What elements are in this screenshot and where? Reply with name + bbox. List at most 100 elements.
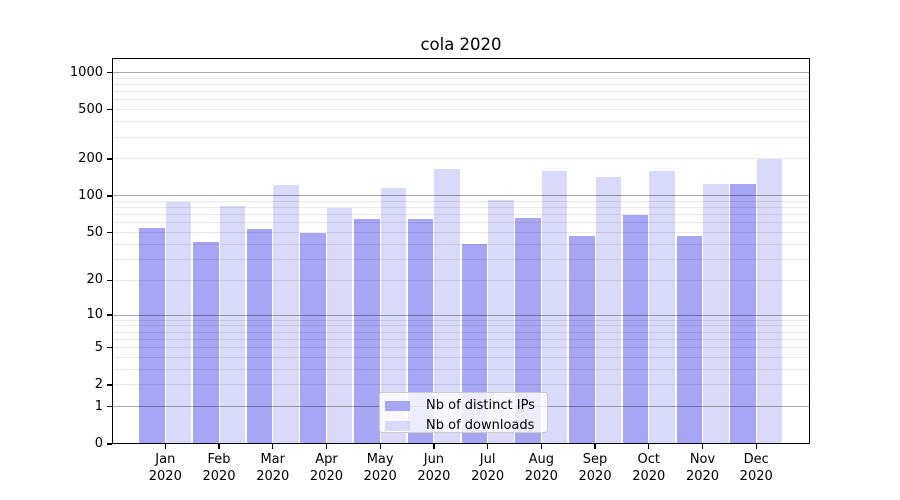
bar-nb-of-distinct-ips-nov-2020 [676,235,702,444]
bar-nb-of-downloads-dec-2020 [756,158,783,444]
gridline-minor [112,109,810,111]
gridline-minor [112,331,810,333]
gridline-minor [112,243,810,245]
gridline-major [112,195,810,197]
y-tick-mark [107,232,112,234]
x-axis-tick-label: Sep 2020 [578,452,612,484]
y-tick-mark [107,314,112,316]
x-tick-mark [755,444,757,449]
gridline-major [112,72,810,74]
y-tick-mark [107,443,112,445]
gridline-minor [112,258,810,260]
x-axis-tick-label: Aug 2020 [524,452,558,484]
x-tick-mark [648,444,650,449]
x-axis-tick-label: Jan 2020 [148,452,182,484]
chart-title: cola 2020 [420,35,502,54]
gridline-minor [112,84,810,86]
y-axis-tick-label: 500 [78,101,103,117]
y-axis-tick-label: 200 [78,150,103,166]
bar-nb-of-downloads-mar-2020 [273,184,299,444]
bar-nb-of-distinct-ips-feb-2020 [193,241,219,444]
y-tick-mark [107,195,112,197]
x-tick-mark [325,444,328,449]
gridline-minor [112,91,810,93]
bar-nb-of-downloads-oct-2020 [649,171,675,444]
bar-nb-of-distinct-ips-mar-2020 [246,228,273,444]
bar-nb-of-downloads-apr-2020 [326,208,353,444]
gridline-major [112,314,810,316]
gridline-minor [112,136,810,138]
bar-nb-of-downloads-sep-2020 [595,177,622,444]
gridline-minor [112,214,810,216]
y-tick-mark [107,109,112,111]
gridline-minor [112,325,810,327]
bar-nb-of-downloads-jan-2020 [165,202,192,444]
y-tick-mark [107,406,112,408]
x-tick-mark [218,444,220,449]
legend-item-distinct-ips: Nb of distinct IPs [385,398,547,413]
x-axis-tick-label: Jun 2020 [417,452,451,484]
x-tick-mark [701,444,704,449]
gridline-minor [112,356,810,358]
x-axis-tick-label: May 2020 [363,452,397,484]
legend-swatch-downloads [385,420,410,431]
gridline-minor [112,384,810,386]
y-axis-tick-label: 10 [86,307,103,323]
gridline-minor [112,207,810,209]
gridline-minor [112,232,810,234]
x-axis-tick-label: Mar 2020 [256,452,290,484]
legend-swatch-distinct-ips [385,400,410,411]
bar-nb-of-downloads-nov-2020 [703,183,729,444]
gridline-minor [112,279,810,281]
gridline-minor [112,368,810,370]
gridline-minor [112,319,810,321]
gridline-minor [112,200,810,202]
x-tick-mark [433,444,435,449]
x-tick-mark [594,444,596,449]
x-tick-mark [272,444,274,449]
y-axis-tick-label: 20 [86,272,103,288]
y-axis-tick-label: 1000 [69,64,103,80]
y-tick-mark [107,71,112,74]
bar-nb-of-distinct-ips-may-2020 [354,218,380,444]
gridline-minor [112,121,810,123]
bar-nb-of-downloads-feb-2020 [219,205,246,444]
legend-item-downloads: Nb of downloads [385,418,547,433]
y-axis-tick-label: 50 [86,224,103,240]
bar-nb-of-distinct-ips-oct-2020 [622,214,649,444]
x-tick-mark [164,444,166,449]
gridline-minor [112,77,810,79]
y-tick-mark [107,384,112,386]
bar-nb-of-distinct-ips-sep-2020 [569,235,595,444]
gridline-minor [112,222,810,224]
y-axis-tick-label: 100 [78,187,103,203]
y-axis-tick-label: 2 [94,376,103,392]
bar-nb-of-distinct-ips-dec-2020 [730,184,756,444]
gridline-minor [112,99,810,101]
y-tick-mark [107,158,112,160]
legend-label-downloads: Nb of downloads [426,418,535,433]
legend-label-distinct-ips: Nb of distinct IPs [426,398,535,413]
x-tick-mark [487,444,489,449]
bar-nb-of-distinct-ips-apr-2020 [300,232,326,444]
gridline-minor [112,158,810,160]
y-axis-tick-label: 0 [94,436,103,451]
y-axis-tick-label: 5 [94,339,103,355]
x-axis-tick-label: Jul 2020 [471,452,505,484]
y-tick-mark [107,279,112,281]
gridline-minor [112,338,810,340]
x-tick-mark [379,444,381,449]
x-axis-tick-label: Nov 2020 [685,452,720,484]
y-tick-mark [107,347,112,349]
legend: Nb of distinct IPs Nb of downloads [379,392,548,433]
x-axis-tick-label: Oct 2020 [632,452,666,484]
plot-frame [112,58,810,444]
gridline-minor [112,347,810,349]
y-axis-tick-label: 1 [94,398,103,414]
x-axis-tick-label: Apr 2020 [309,452,343,484]
bar-nb-of-distinct-ips-jan-2020 [139,227,165,444]
x-tick-mark [540,444,543,449]
x-axis-tick-label: Dec 2020 [739,452,773,484]
x-axis-tick-label: Feb 2020 [202,452,236,484]
